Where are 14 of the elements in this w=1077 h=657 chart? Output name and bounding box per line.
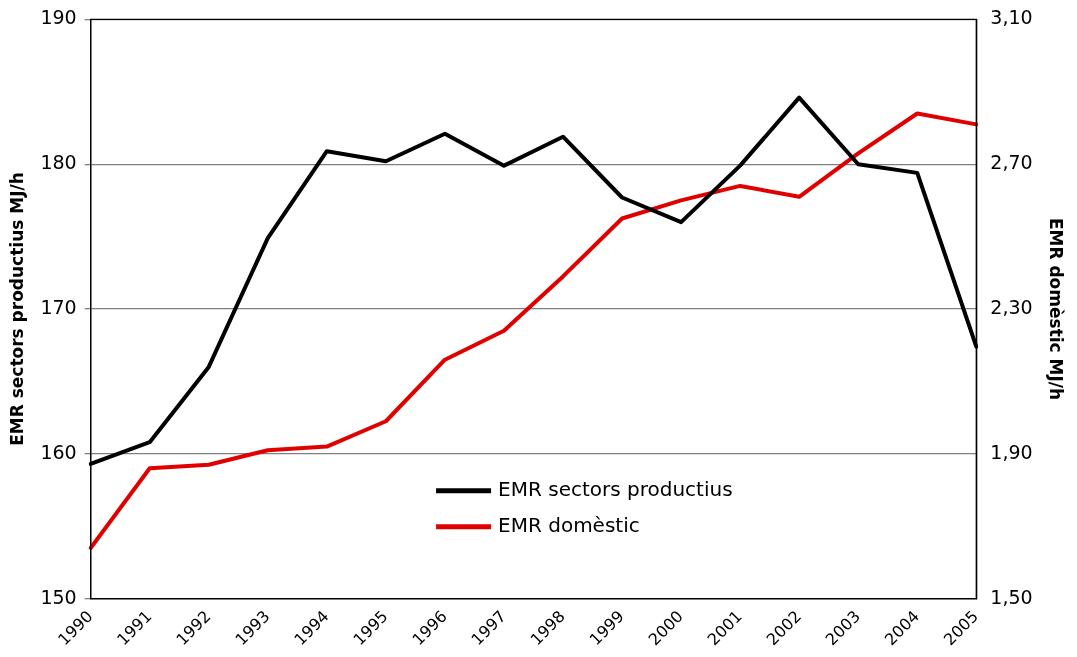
legend-label: EMR sectors productius xyxy=(498,476,733,501)
y-tick-label: 190 xyxy=(40,6,77,29)
y-tick-label: 150 xyxy=(40,585,77,608)
y-tick-label: 170 xyxy=(40,295,77,318)
legend-label: EMR domèstic xyxy=(498,512,640,537)
y2-tick-label: 1,90 xyxy=(990,440,1033,463)
y2-tick-label: 2,70 xyxy=(990,151,1033,174)
y-axis-title: EMR sectors productius MJ/h xyxy=(6,172,27,446)
y2-tick-label: 1,50 xyxy=(990,585,1033,608)
y2-tick-label: 3,10 xyxy=(990,6,1033,29)
y2-tick-label: 2,30 xyxy=(990,295,1033,318)
y-tick-label: 180 xyxy=(40,151,77,174)
y-tick-label: 160 xyxy=(40,440,77,463)
y2-axis-title: EMR domèstic MJ/h xyxy=(1046,217,1067,401)
